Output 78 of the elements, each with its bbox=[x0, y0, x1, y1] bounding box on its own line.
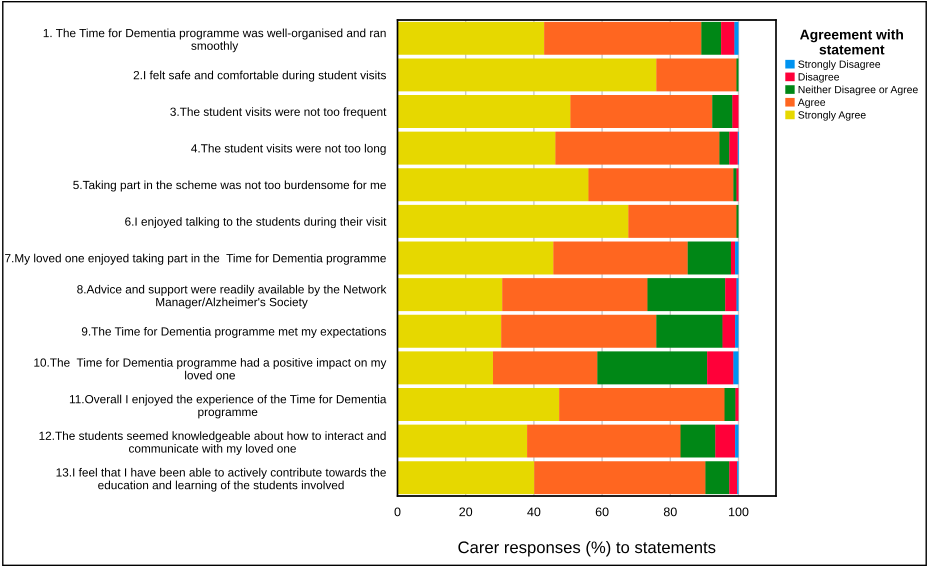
bar bbox=[398, 22, 544, 55]
bar bbox=[721, 22, 734, 55]
bar bbox=[719, 132, 730, 165]
y-tick-label: 10.The Time for Dementia programme had a positive impact on my loved one bbox=[34, 358, 386, 380]
y-tick-label: 6.I enjoyed talking to the students during their visit bbox=[125, 217, 386, 228]
y-tick-label: 9.The Time for Dementia programme met my expectations bbox=[82, 326, 386, 338]
bar bbox=[735, 314, 738, 348]
bar bbox=[555, 132, 720, 165]
bar bbox=[398, 424, 528, 458]
bar bbox=[729, 132, 738, 165]
y-tick-label: 5.Taking part in the scheme was not too burdensome for me bbox=[73, 180, 386, 192]
bar bbox=[398, 132, 556, 165]
bar bbox=[725, 278, 736, 312]
bar bbox=[735, 424, 738, 458]
x-tick-label: 80 bbox=[664, 507, 677, 516]
bar bbox=[570, 95, 712, 128]
bar bbox=[730, 242, 736, 274]
bar bbox=[398, 314, 502, 348]
x-tick-label: 100 bbox=[729, 507, 748, 516]
bar bbox=[647, 278, 726, 312]
bar bbox=[724, 388, 736, 421]
bar bbox=[502, 278, 648, 312]
bar bbox=[712, 95, 732, 128]
bar bbox=[501, 314, 656, 348]
x-tick-label: 20 bbox=[459, 507, 472, 516]
bar bbox=[588, 168, 734, 202]
bar bbox=[729, 461, 738, 494]
bar bbox=[735, 388, 738, 421]
bar bbox=[680, 424, 716, 458]
bar bbox=[656, 58, 736, 92]
bar bbox=[707, 351, 734, 384]
bar bbox=[715, 424, 736, 458]
bar bbox=[735, 242, 738, 274]
y-tick-label: 1. The Time for Dementia programme was well-organised and ran smoothly bbox=[44, 28, 386, 52]
legend-title: Agreement with statement bbox=[800, 29, 903, 55]
bar bbox=[527, 424, 681, 458]
bar bbox=[732, 95, 738, 128]
y-tick-label: 4.The student visits were not too long bbox=[191, 144, 386, 155]
bar bbox=[398, 204, 628, 238]
y-tick-label: 12.The students seemed knowledgeable about how to interact and communicate with my loved one bbox=[39, 431, 386, 456]
bar bbox=[628, 204, 736, 238]
bar bbox=[734, 22, 738, 55]
y-tick-label: 8.Advice and support were readily available by the Network Manager/Alzheimer's Society bbox=[77, 284, 386, 309]
y-tick-label: 7.My loved one enjoyed taking part in the Time for Dementia programme bbox=[5, 254, 386, 265]
legend-label: Agree bbox=[798, 98, 826, 108]
bar bbox=[492, 351, 598, 384]
bar bbox=[398, 388, 560, 421]
y-tick-label: 2.I felt safe and comfortable during student visits bbox=[134, 70, 386, 82]
bar bbox=[553, 242, 688, 274]
bar bbox=[733, 351, 738, 384]
legend-label: Disagree bbox=[798, 72, 840, 83]
x-tick-label: 0 bbox=[394, 507, 400, 516]
bar bbox=[656, 314, 722, 348]
bar bbox=[559, 388, 725, 421]
bar bbox=[398, 461, 534, 494]
bar bbox=[398, 278, 502, 312]
bar bbox=[597, 351, 708, 384]
legend-label: Strongly Agree bbox=[798, 110, 866, 121]
bar bbox=[544, 22, 702, 55]
bar bbox=[534, 461, 706, 494]
bar bbox=[398, 168, 588, 202]
bar bbox=[688, 242, 731, 274]
legend-label: Strongly Disagree bbox=[798, 60, 880, 70]
x-tick-label: 60 bbox=[596, 507, 609, 516]
bar bbox=[398, 242, 554, 274]
x-axis-title: Carer responses (%) to statements bbox=[458, 540, 716, 557]
bar bbox=[701, 22, 722, 55]
y-tick-label: 13.I feel that I have been able to actively contribute towards the education and learning of the students involved bbox=[56, 468, 386, 492]
y-tick-label: 11.Overall I enjoyed the experience of the Time for Dementia programme bbox=[70, 394, 386, 418]
x-tick-label: 40 bbox=[527, 507, 540, 516]
bar bbox=[722, 314, 736, 348]
bar bbox=[398, 95, 570, 128]
legend-label: Neither Disagree or Agree bbox=[798, 86, 918, 96]
bar bbox=[398, 58, 656, 92]
bar bbox=[733, 168, 736, 202]
y-tick-label: 3.The student visits were not too frequent bbox=[170, 107, 386, 118]
bar bbox=[398, 351, 493, 384]
bar bbox=[705, 461, 730, 494]
